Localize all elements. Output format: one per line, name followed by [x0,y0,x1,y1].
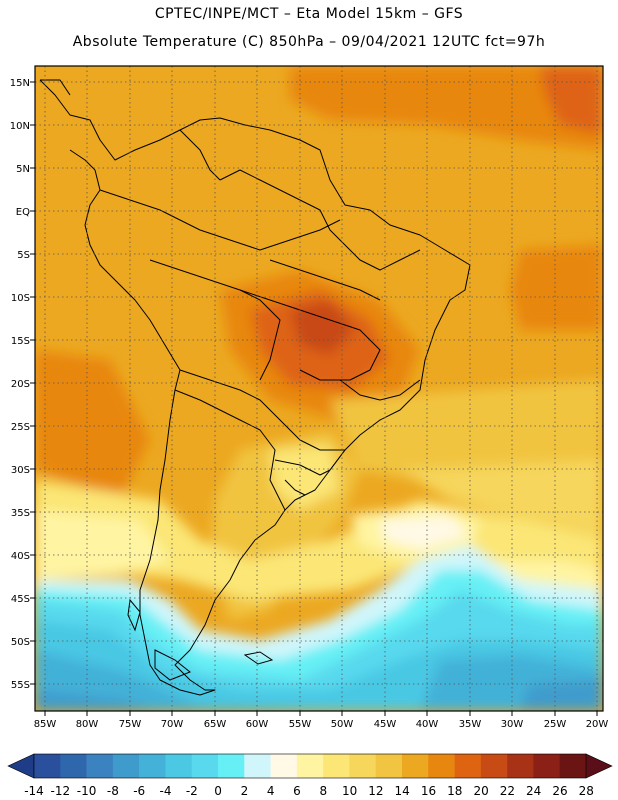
colorbar-tick: 18 [447,784,462,798]
lon-label: 65W [204,719,227,730]
lon-label: 55W [289,719,312,730]
colorbar-tick: 24 [526,784,541,798]
colorbar: -14 -12 -10 -8 -6 -4 -2 0 2 4 6 8 10 12 … [7,753,613,798]
colorbar-swatch [507,754,534,778]
lon-label: 75W [119,719,142,730]
lon-label: 70W [161,719,184,730]
lat-label: 35S [11,508,30,519]
lat-label: 30S [11,465,30,476]
colorbar-swatch [218,754,245,778]
colorbar-swatch [349,754,377,778]
lat-label: 55S [11,680,30,691]
colorbar-tick: 22 [500,784,515,798]
lon-label: 45W [374,719,397,730]
colorbar-tick: -4 [160,784,172,798]
colorbar-swatch [402,754,429,778]
colorbar-swatch [296,754,324,778]
lat-label: EQ [16,207,30,218]
colorbar-swatch [270,754,298,778]
longitude-labels: 85W 80W 75W 70W 65W 60W 55W 50W 45W 40W … [34,719,609,730]
colorbar-swatch [60,754,87,778]
colorbar-low-arrow [7,753,35,779]
lat-label: 15N [10,78,30,89]
colorbar-swatch [165,754,193,778]
colorbar-tick: 4 [267,784,275,798]
colorbar-tick: -6 [133,784,145,798]
lon-label: 35W [459,719,482,730]
colorbar-tick: -2 [186,784,198,798]
colorbar-swatch [191,754,219,778]
colorbar-swatch [428,754,455,778]
colorbar-swatch [34,754,61,778]
lat-label: 20S [11,379,30,390]
colorbar-swatch [533,754,561,778]
lon-label: 40W [416,719,439,730]
colorbar-swatch [86,754,114,778]
lon-label: 50W [331,719,354,730]
colorbar-swatch [139,754,166,778]
colorbar-tick: -14 [24,784,44,798]
colorbar-swatch [112,754,140,778]
temperature-field [35,66,603,711]
lat-label: 50S [11,637,30,648]
lon-label: 80W [76,719,99,730]
lat-label: 10S [11,293,30,304]
colorbar-frame [33,753,587,779]
colorbar-tick: -10 [77,784,97,798]
colorbar-tick: -12 [50,784,70,798]
lat-label: 40S [11,551,30,562]
lon-label: 30W [501,719,524,730]
colorbar-swatch [244,754,271,778]
colorbar-swatch [375,754,403,778]
colorbar-tick: 28 [579,784,594,798]
colorbar-tick: 2 [241,784,249,798]
colorbar-tick: 6 [293,784,301,798]
colorbar-tick: 20 [473,784,488,798]
chart-title-line-2: Absolute Temperature (C) 850hPa – 09/04/… [72,34,546,50]
colorbar-tick: 26 [552,784,567,798]
colorbar-tick-labels: -14 -12 -10 -8 -6 -4 -2 0 2 4 6 8 10 12 … [24,784,594,798]
lon-label: 60W [246,719,269,730]
lat-label: 45S [11,594,30,605]
colorbar-swatch [559,754,587,778]
colorbar-high-arrow [585,753,613,779]
colorbar-tick: 14 [395,784,410,798]
lon-label: 20W [586,719,609,730]
lon-label: 25W [544,719,567,730]
lat-label: 5S [17,250,30,261]
colorbar-tick: 0 [214,784,222,798]
colorbar-swatch [454,754,482,778]
lat-label: 10N [10,121,30,132]
lat-label: 25S [11,422,30,433]
lat-label: 5N [16,164,30,175]
colorbar-tick: -8 [107,784,119,798]
colorbar-tick: 10 [342,784,357,798]
colorbar-swatch [323,754,350,778]
colorbar-tick: 16 [421,784,436,798]
lat-label: 15S [11,336,30,347]
colorbar-tick: 12 [368,784,383,798]
colorbar-swatches [33,753,587,779]
colorbar-tick: 8 [319,784,327,798]
chart-title-line-1: CPTEC/INPE/MCT – Eta Model 15km – GFS [154,6,464,22]
lon-label: 85W [34,719,57,730]
colorbar-swatch [480,754,508,778]
latitude-labels: 15N 10N 5N EQ 5S 10S 15S 20S 25S 30S 35S… [10,78,30,691]
map-frame [34,65,604,712]
